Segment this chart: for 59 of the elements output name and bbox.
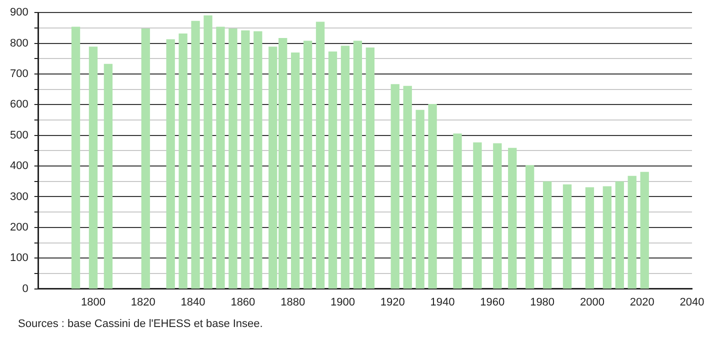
bar xyxy=(526,165,534,289)
bar xyxy=(640,172,649,289)
bar xyxy=(166,39,175,289)
bar xyxy=(366,48,374,289)
bar xyxy=(254,31,262,289)
bar xyxy=(453,133,462,289)
y-tick-label: 200 xyxy=(10,221,28,234)
bar xyxy=(216,26,225,289)
x-tick-label: 1840 xyxy=(180,296,206,308)
bar xyxy=(340,46,350,289)
x-tick-label: 1800 xyxy=(80,296,106,308)
bar xyxy=(71,26,80,289)
bar xyxy=(416,110,424,289)
x-tick-label: 2000 xyxy=(580,296,604,308)
y-tick-label: 100 xyxy=(10,252,28,264)
bar xyxy=(316,22,325,289)
y-tick-label: 300 xyxy=(10,190,28,203)
bar xyxy=(542,181,552,289)
bar xyxy=(104,64,113,289)
x-tick-label: 1980 xyxy=(530,296,555,308)
x-tick-label: 2040 xyxy=(680,296,704,308)
y-tick-label: 400 xyxy=(10,160,28,172)
bar xyxy=(390,84,400,289)
bar xyxy=(88,46,98,289)
x-tick-label: 1940 xyxy=(430,296,455,308)
bar xyxy=(228,28,238,289)
source-note: Sources : base Cassini de l'EHESS et base Insee. xyxy=(18,318,263,330)
y-tick-label: 700 xyxy=(10,68,28,80)
bar xyxy=(473,142,482,289)
x-tick-label: 1960 xyxy=(480,296,505,308)
bar xyxy=(328,52,338,289)
y-tick-label: 900 xyxy=(10,6,28,19)
y-tick-label: 800 xyxy=(10,37,28,50)
bar xyxy=(615,181,624,289)
bar xyxy=(353,40,362,289)
y-tick-label: 0 xyxy=(22,282,28,295)
bar xyxy=(628,176,636,289)
x-tick-label: 1880 xyxy=(280,296,306,308)
x-tick-label: 2020 xyxy=(630,296,654,308)
x-tick-label: 1900 xyxy=(330,296,355,308)
bar xyxy=(585,187,594,289)
bar xyxy=(403,86,412,289)
bar xyxy=(493,143,502,289)
bar xyxy=(508,148,517,289)
x-tick-label: 1820 xyxy=(130,296,156,308)
bar xyxy=(290,52,300,289)
bar xyxy=(303,40,312,289)
x-tick-label: 1860 xyxy=(230,296,256,308)
y-tick-label: 600 xyxy=(10,98,28,111)
y-tick-label: 500 xyxy=(10,129,28,142)
bar xyxy=(428,104,437,289)
bar xyxy=(178,33,188,289)
bar xyxy=(204,15,212,289)
bar xyxy=(562,184,572,289)
bar xyxy=(602,186,612,289)
bar xyxy=(141,28,150,289)
bar xyxy=(191,20,200,289)
bar xyxy=(241,30,250,289)
x-tick-label: 1920 xyxy=(380,296,405,308)
